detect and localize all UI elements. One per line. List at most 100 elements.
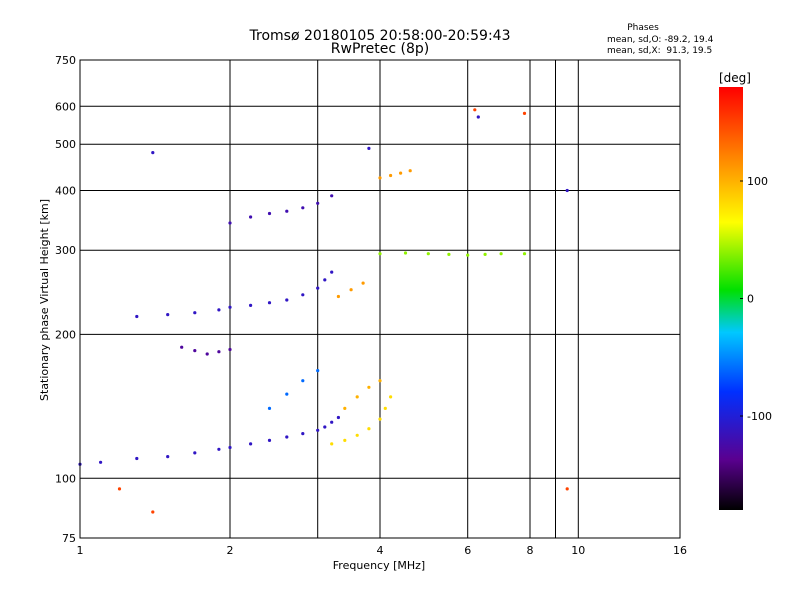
data-point	[193, 311, 197, 315]
data-point	[403, 251, 408, 255]
data-point	[267, 301, 272, 305]
chart-subtitle: RwPretec (8p)	[331, 41, 429, 57]
data-point	[135, 314, 139, 319]
data-point	[301, 432, 305, 436]
data-point	[316, 201, 320, 205]
data-point	[285, 435, 289, 439]
data-point	[193, 349, 197, 353]
data-point	[483, 252, 487, 256]
data-point	[343, 438, 347, 442]
y-tick-label: 75	[62, 532, 76, 545]
data-point	[378, 417, 382, 421]
y-tick-label: 300	[55, 244, 76, 257]
data-point	[316, 286, 320, 290]
data-point	[378, 379, 382, 383]
data-point	[355, 395, 359, 399]
data-point	[330, 270, 334, 274]
data-point	[249, 303, 253, 307]
data-point	[249, 215, 253, 219]
data-point	[367, 385, 371, 389]
data-point	[323, 425, 327, 429]
data-point	[285, 298, 289, 302]
data-point	[522, 252, 527, 256]
data-point	[476, 115, 480, 119]
data-point	[355, 433, 359, 437]
data-point	[301, 379, 305, 383]
data-point	[447, 252, 451, 256]
data-point	[228, 347, 232, 352]
data-point	[267, 438, 272, 442]
data-point	[565, 188, 569, 193]
data-point	[166, 455, 170, 459]
data-point	[565, 487, 569, 491]
data-point	[285, 209, 289, 213]
y-axis-label: Stationary phase Virtual Height [km]	[38, 199, 51, 401]
grid-lines	[79, 59, 681, 539]
x-tick-label: 8	[527, 544, 534, 557]
phases-line-x: mean, sd,X: 91.3, 19.5	[607, 46, 712, 56]
data-point	[426, 252, 430, 256]
x-tick-labels: 1 2 4 6 8 10 16	[77, 544, 688, 557]
colorbar-tick-label: 0	[747, 293, 754, 306]
data-point	[473, 108, 477, 112]
y-tick-label: 600	[55, 100, 76, 113]
data-point	[267, 406, 272, 410]
x-axis-label: Frequency [MHz]	[333, 559, 425, 572]
x-tick-label: 6	[464, 544, 471, 557]
data-point	[267, 211, 272, 216]
data-point	[399, 171, 403, 175]
colorbar-gradient	[719, 87, 743, 510]
data-point	[217, 447, 221, 451]
data-point	[330, 194, 334, 198]
x-tick-label: 16	[673, 544, 687, 557]
data-point	[249, 442, 253, 446]
colorbar-tick-label: -100	[747, 410, 772, 423]
data-point	[499, 252, 503, 256]
data-point	[361, 281, 365, 285]
x-tick-label: 1	[77, 544, 84, 557]
colorbar-ticks: 100 0 -100	[740, 175, 772, 423]
data-point	[367, 146, 371, 150]
x-tick-label: 2	[227, 544, 234, 557]
plot-area: 1 2 4 6 8 10 16 75 100 200 300 400 500 600 750	[55, 54, 687, 557]
data-point	[336, 294, 340, 299]
data-point	[408, 169, 412, 173]
data-point	[151, 510, 155, 514]
y-tick-label: 750	[55, 54, 76, 67]
data-point	[166, 313, 170, 317]
colorbar: [deg] 100 0 -100	[719, 71, 772, 510]
data-point	[193, 451, 197, 455]
phases-box: Phases mean, sd,O: -89.2, 19.4 mean, sd,…	[607, 23, 714, 56]
chart-title: Tromsø 20180105 20:58:00-20:59:43	[249, 28, 511, 44]
data-point	[330, 420, 334, 424]
data-point	[522, 111, 527, 115]
colorbar-label: [deg]	[719, 71, 751, 85]
data-point	[99, 460, 103, 464]
data-point	[330, 442, 334, 446]
data-point	[466, 253, 470, 257]
y-tick-label: 200	[55, 328, 76, 341]
data-point	[367, 427, 371, 431]
data-point	[151, 151, 155, 155]
data-point	[389, 395, 393, 399]
x-tick-label: 10	[571, 544, 585, 557]
data-point	[383, 406, 387, 410]
data-point	[180, 345, 184, 349]
data-point	[336, 415, 340, 420]
data-point	[323, 278, 327, 282]
data-point	[349, 288, 353, 292]
data-point	[301, 293, 305, 297]
data-point	[217, 308, 221, 312]
data-point	[316, 428, 320, 432]
phases-title: Phases	[627, 23, 659, 33]
x-tick-label: 4	[377, 544, 384, 557]
data-point	[378, 252, 382, 256]
y-tick-labels: 75 100 200 300 400 500 600 750	[55, 54, 76, 545]
data-point	[285, 392, 289, 396]
data-point	[217, 350, 221, 354]
data-point	[389, 173, 393, 178]
data-point	[135, 456, 139, 461]
phases-line-o: mean, sd,O: -89.2, 19.4	[607, 35, 714, 45]
plot-frame	[79, 59, 681, 539]
